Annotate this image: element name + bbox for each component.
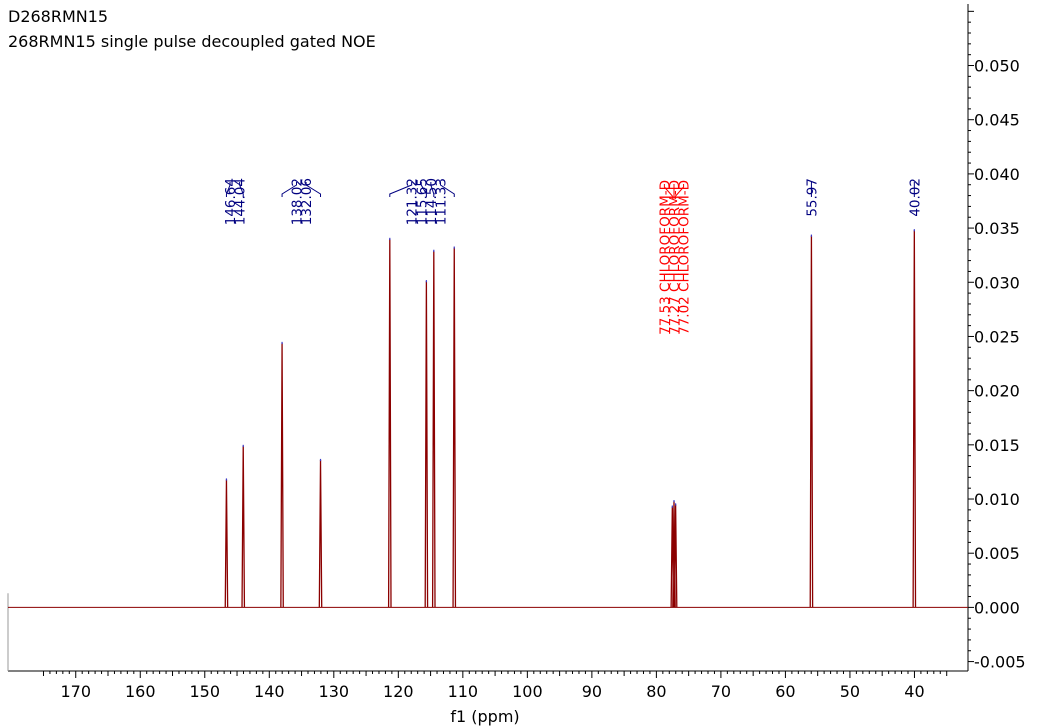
peak-label-connector (663, 184, 673, 199)
y-tick-label: -0.005 (974, 653, 1026, 672)
peak-label: 144.04 (233, 178, 249, 225)
spectrum-peak (912, 230, 917, 608)
x-tick-label: 80 (646, 682, 666, 701)
peak-label-connector (420, 182, 427, 197)
chart-title: D268RMN15 (8, 7, 108, 26)
peak-label: 138.02 (289, 178, 305, 225)
peak-label: 55.97 (804, 178, 820, 217)
x-axis: 170 160 150 140 130 120 110 100 90 80 70 60 50 40 (42, 671, 948, 701)
spectrum-peak (224, 479, 229, 608)
peak-label: 121.32 (405, 178, 421, 225)
x-tick-label: 90 (582, 682, 602, 701)
spectrum-peak (452, 247, 457, 608)
peak-label: 146.64 (223, 178, 239, 225)
y-tick-label: 0.045 (974, 111, 1020, 130)
peak-label: 114.50 (424, 178, 440, 225)
x-tick-label: 160 (125, 682, 156, 701)
spectrum-peak (424, 281, 429, 608)
x-tick-label: 120 (383, 682, 414, 701)
peak-label: 132.06 (299, 178, 315, 225)
spectrum-peak (318, 459, 323, 608)
peak-label-connector (439, 182, 455, 197)
spectrum-peak (387, 238, 392, 608)
y-tick-label: 0.015 (974, 436, 1020, 455)
x-tick-label: 70 (711, 682, 731, 701)
y-tick-label: 0.000 (974, 598, 1020, 617)
peak-label-connector (239, 182, 244, 197)
peak-label-connector (225, 182, 231, 197)
spectrum-peak (431, 250, 436, 608)
y-tick-label: 0.040 (974, 165, 1020, 184)
chart-subtitle: 268RMN15 single pulse decoupled gated NO… (8, 32, 376, 51)
x-tick-label: 50 (840, 682, 860, 701)
peak-label: 115.65 (414, 178, 430, 225)
x-tick-label: 130 (319, 682, 350, 701)
x-tick-label: 170 (60, 682, 91, 701)
y-tick-label: 0.020 (974, 382, 1020, 401)
spectrum-peak (241, 445, 246, 608)
y-tick-label: 0.025 (974, 327, 1020, 346)
x-tick-label: 140 (254, 682, 285, 701)
y-axis: -0.005 0.000 0.005 0.010 0.015 0.020 0.025 0.03… (968, 10, 1026, 672)
x-tick-label: 110 (448, 682, 479, 701)
y-tick-label: 0.030 (974, 273, 1020, 292)
x-tick-label: 100 (512, 682, 543, 701)
y-tick-label: 0.050 (974, 57, 1020, 76)
peak-label-connector (389, 182, 413, 197)
peak-label-connector (430, 182, 435, 197)
y-tick-label: 0.035 (974, 219, 1020, 238)
spectrum-trace (8, 229, 968, 608)
peak-label: 77.27 CHLOROFORM-D (667, 180, 683, 335)
peak-label-connector (281, 182, 297, 197)
y-tick-label: 0.010 (974, 490, 1020, 509)
spectrum-peak (280, 342, 284, 608)
x-tick-label: 40 (904, 682, 924, 701)
y-tick-label: 0.005 (974, 544, 1020, 563)
peak-label-connector (675, 184, 685, 199)
peak-label-connector (305, 182, 322, 197)
spectrum-peak (809, 235, 814, 608)
peak-label: 77.02 CHLOROFORM-D (677, 180, 693, 335)
x-axis-title: f1 (ppm) (450, 707, 519, 726)
plot-frame (7, 4, 969, 672)
peak-label: 77.53 CHLOROFORM-D (657, 180, 673, 335)
x-tick-label: 150 (190, 682, 221, 701)
peak-label: 111.33 (433, 178, 449, 225)
x-tick-label: 60 (775, 682, 795, 701)
peak-label: 40.02 (907, 178, 923, 217)
